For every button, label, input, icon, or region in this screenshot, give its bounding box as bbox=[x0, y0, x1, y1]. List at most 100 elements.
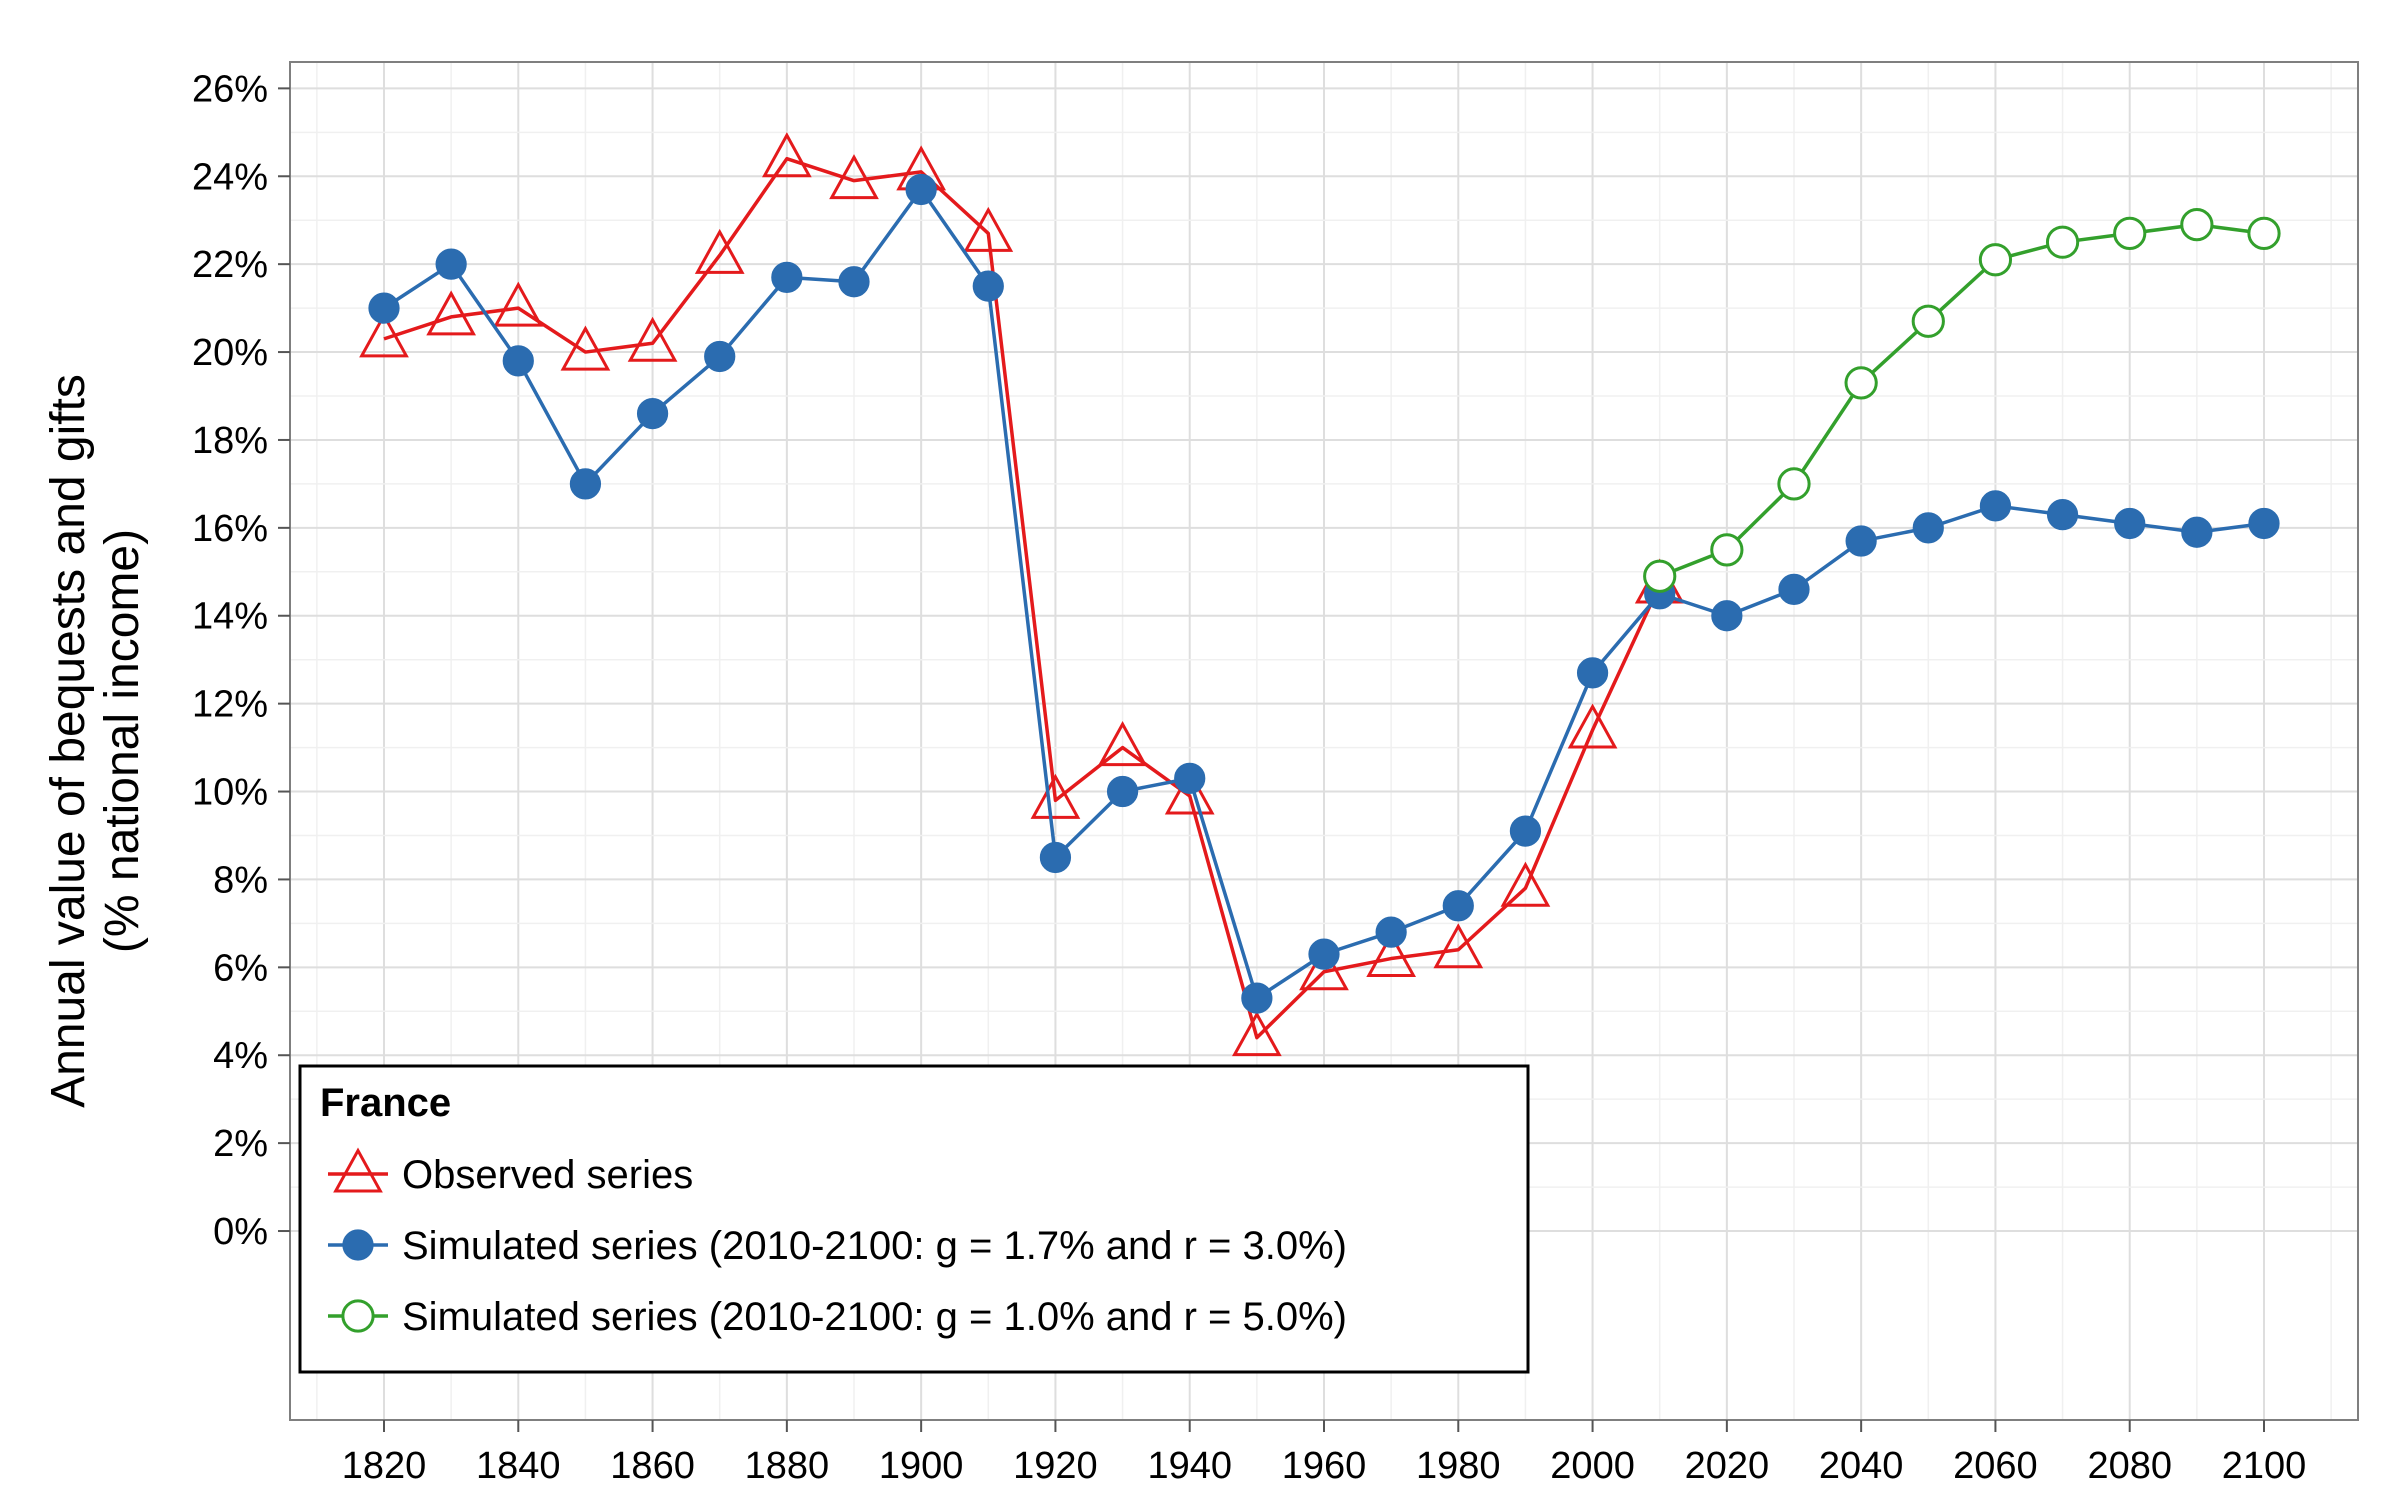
series-3-point bbox=[1911, 304, 1945, 338]
x-tick-label: 2040 bbox=[1819, 1445, 1904, 1487]
x-tick-label: 1820 bbox=[342, 1445, 427, 1487]
y-tick-label: 18% bbox=[192, 420, 268, 462]
series-2-point bbox=[704, 340, 736, 373]
series-1-point bbox=[1567, 703, 1618, 749]
series-2-point bbox=[435, 248, 467, 280]
legend-key-marker bbox=[333, 1147, 383, 1193]
x-tick-label: 1960 bbox=[1282, 1445, 1367, 1487]
legend: France Observed series Simulated series (2… bbox=[298, 1064, 1530, 1374]
legend-label: Simulated series (2010-2100: g = 1.0% an… bbox=[402, 1295, 1347, 1339]
series-1-point bbox=[1231, 1011, 1282, 1057]
y-tick-label: 22% bbox=[192, 244, 268, 286]
x-tick-label: 1940 bbox=[1147, 1445, 1232, 1487]
legend-key-marker bbox=[341, 1299, 375, 1333]
series-1-point bbox=[1366, 932, 1417, 978]
series-2-point bbox=[368, 292, 400, 324]
series-1-point bbox=[426, 290, 477, 336]
series-1-point bbox=[1433, 923, 1484, 969]
y-axis-title-line-2: (% national income) bbox=[96, 529, 149, 953]
series-2 bbox=[368, 173, 2280, 1014]
series-2-point bbox=[569, 468, 602, 500]
x-tick-label: 1920 bbox=[1013, 1445, 1098, 1487]
series-3-line bbox=[1659, 222, 2265, 578]
series-3-point bbox=[1777, 467, 1811, 501]
series-2-point bbox=[1241, 982, 1273, 1014]
y-tick-label: 12% bbox=[192, 684, 268, 726]
x-tick-label: 2080 bbox=[2087, 1445, 2172, 1487]
series-1-point bbox=[493, 281, 544, 327]
series-1-point bbox=[761, 132, 812, 178]
series-3-point bbox=[1643, 559, 1677, 593]
series-2-point bbox=[1979, 490, 2012, 522]
series-1-point bbox=[1500, 861, 1551, 907]
legend-box bbox=[298, 1064, 1530, 1374]
y-tick-label: 14% bbox=[192, 596, 268, 638]
y-tick-label: 20% bbox=[192, 332, 268, 374]
series-1-point bbox=[627, 316, 678, 362]
series-3-point bbox=[1978, 243, 2013, 277]
series-2-point bbox=[2248, 507, 2280, 540]
series-1-point bbox=[560, 325, 611, 371]
series-2-point bbox=[972, 270, 1004, 302]
series-2-point bbox=[2046, 499, 2079, 531]
series-2-point bbox=[838, 266, 870, 298]
x-tick-label: 2060 bbox=[1953, 1445, 2038, 1487]
x-tick-label: 2000 bbox=[1550, 1445, 1635, 1487]
y-axis-title: Annual value of bequests and gifts bbox=[42, 374, 95, 1108]
series-2-point bbox=[771, 261, 803, 293]
y-tick-label: 26% bbox=[192, 68, 268, 110]
series-3-point bbox=[1710, 533, 1744, 567]
legend-label: Simulated series (2010-2100: g = 1.7% an… bbox=[402, 1224, 1347, 1268]
x-tick-label: 2100 bbox=[2222, 1445, 2307, 1487]
y-tick-label: 8% bbox=[213, 859, 268, 901]
y-tick-label: 0% bbox=[213, 1211, 268, 1253]
legend-label: Observed series bbox=[402, 1153, 693, 1197]
series-2-point bbox=[1912, 512, 1944, 544]
series-2-point bbox=[1442, 890, 1474, 922]
series-2-point bbox=[1509, 815, 1542, 847]
series-3-point bbox=[2180, 207, 2214, 242]
series-3-point bbox=[1844, 366, 1878, 400]
series-1-point bbox=[963, 206, 1014, 252]
legend-key-marker bbox=[342, 1229, 374, 1261]
axes: 1820 1840 1860 1880 1900 1920 1940 1960 1980 2000… bbox=[192, 68, 2306, 1487]
x-tick-label: 1840 bbox=[476, 1445, 561, 1487]
series-1-point bbox=[1030, 773, 1081, 819]
series-2-point bbox=[1039, 841, 1072, 874]
series-1-point bbox=[1097, 721, 1148, 767]
series-3-point bbox=[2113, 216, 2147, 251]
series-2-point bbox=[1778, 573, 1810, 605]
x-tick-label: 1860 bbox=[610, 1445, 695, 1487]
x-tick-label: 1880 bbox=[745, 1445, 830, 1487]
series-3 bbox=[1643, 207, 2281, 593]
x-tick-label: 2020 bbox=[1685, 1445, 1770, 1487]
series-2-point bbox=[2114, 507, 2146, 540]
series-1-point bbox=[359, 312, 409, 358]
series-3-point bbox=[2247, 216, 2281, 251]
series-2-point bbox=[636, 397, 669, 430]
y-tick-label: 4% bbox=[213, 1035, 268, 1077]
series-2-point bbox=[1308, 938, 1340, 970]
series bbox=[359, 132, 2281, 1057]
series-1-point bbox=[694, 228, 745, 274]
x-tick-label: 1900 bbox=[879, 1445, 964, 1487]
y-tick-label: 16% bbox=[192, 508, 268, 550]
y-tick-label: 6% bbox=[213, 947, 268, 989]
y-tick-label: 10% bbox=[192, 772, 268, 814]
series-3-point bbox=[2045, 225, 2080, 259]
series-2-point bbox=[1174, 762, 1206, 794]
series-2-point bbox=[905, 173, 937, 206]
series-1-point bbox=[1299, 945, 1349, 991]
series-1-point bbox=[829, 154, 879, 200]
series-2-point bbox=[502, 345, 534, 377]
series-2-point bbox=[1576, 657, 1609, 689]
series-2-point bbox=[2181, 516, 2213, 548]
y-tick-label: 24% bbox=[192, 156, 268, 198]
y-tick-label: 2% bbox=[213, 1123, 268, 1165]
series-2-point bbox=[1711, 600, 1743, 632]
series-1 bbox=[359, 132, 1685, 1057]
series-2-point bbox=[1375, 916, 1407, 948]
series-2-point bbox=[1845, 525, 1877, 557]
x-tick-label: 1980 bbox=[1416, 1445, 1501, 1487]
